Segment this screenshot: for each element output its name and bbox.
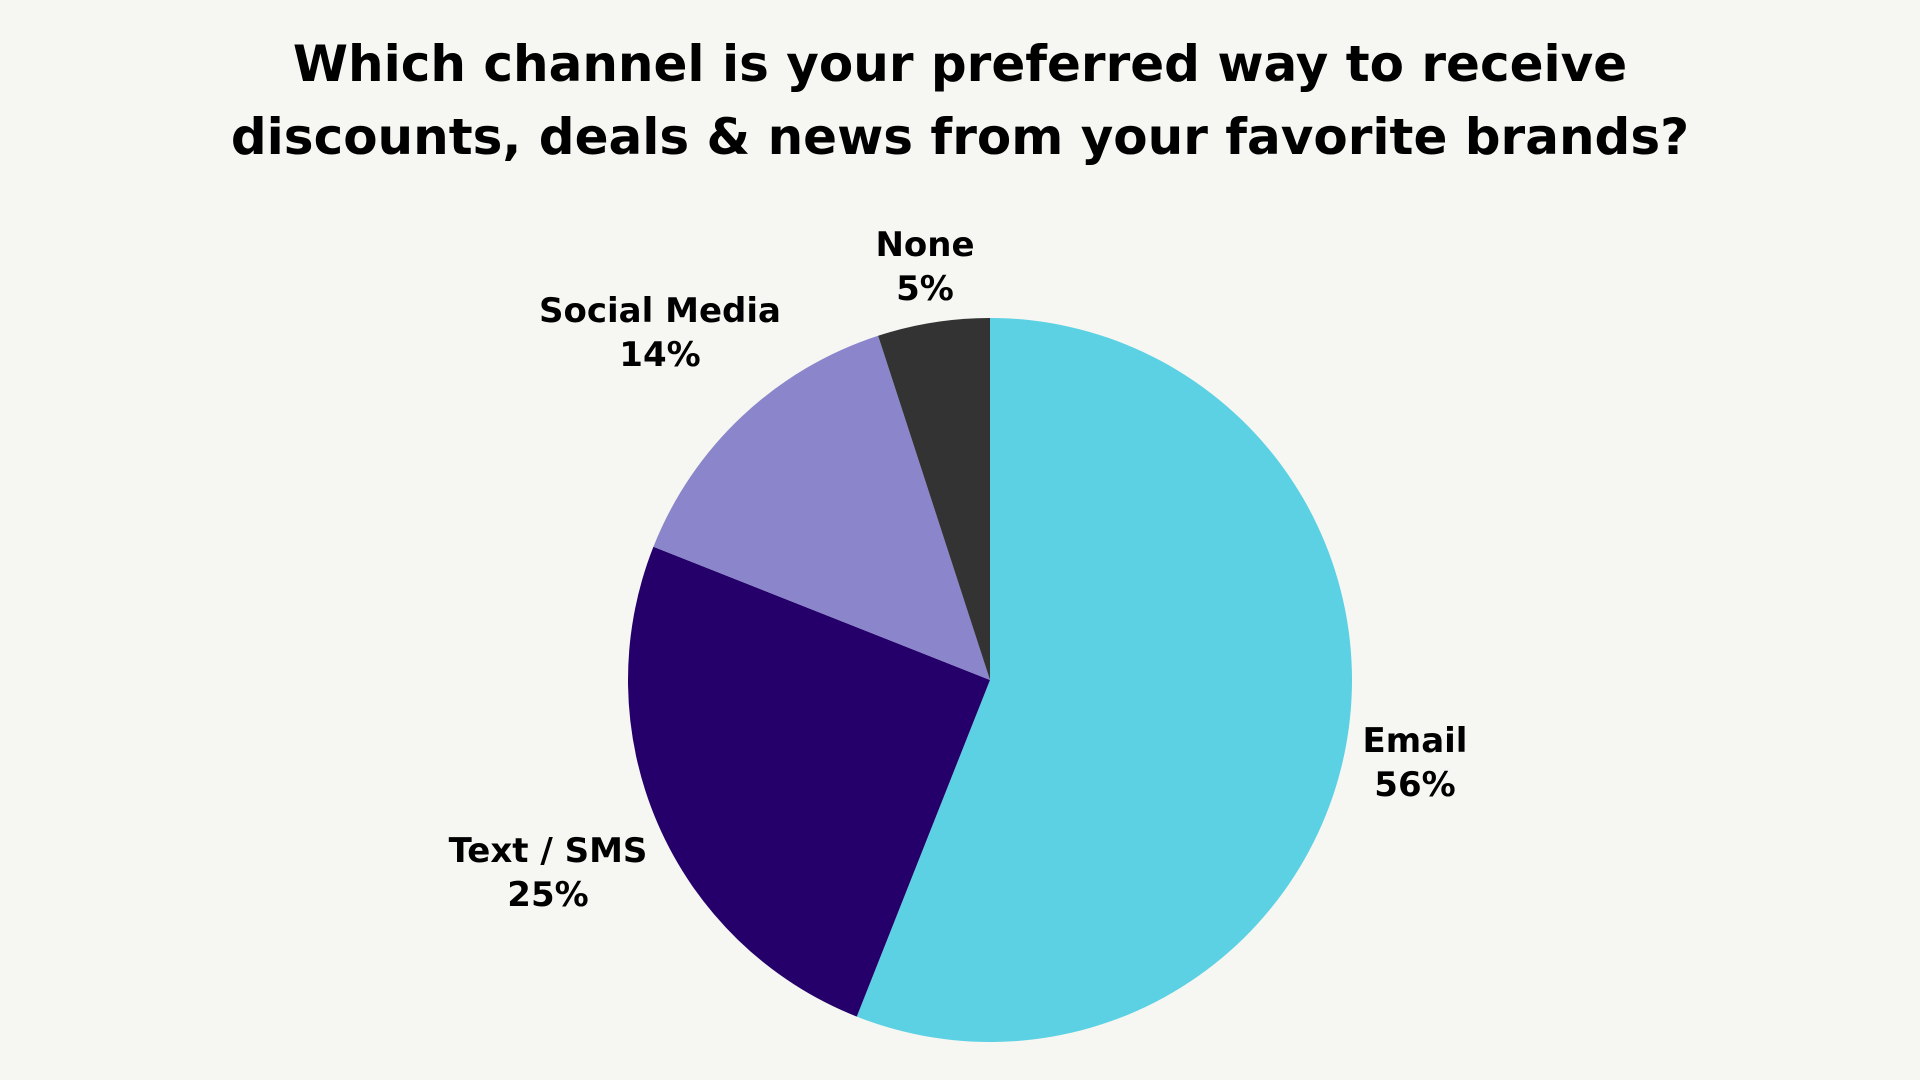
chart-title-line-1: Which channel is your preferred way to r…: [292, 35, 1628, 93]
slice-label-none: None: [875, 225, 974, 265]
pie-slice-social-media: [653, 335, 990, 680]
pie-slices: [627, 318, 1352, 1042]
pie-slice-text-sms: [627, 546, 990, 1017]
slice-value-label-email: 56%: [1374, 765, 1455, 805]
slice-value-label-text-sms: 25%: [507, 875, 588, 915]
pie-slice-email: [856, 318, 1352, 1042]
slice-value-label-social-media: 14%: [619, 335, 700, 375]
chart-title-line-2: discounts, deals & news from your favori…: [230, 108, 1690, 166]
chart-title: Which channel is your preferred way to r…: [0, 28, 1920, 174]
slice-label-social-media: Social Media: [539, 291, 781, 331]
slice-value-label-none: 5%: [896, 269, 954, 309]
pie-slice-none: [878, 318, 990, 680]
slice-label-text-sms: Text / SMS: [449, 831, 648, 871]
slice-label-email: Email: [1363, 721, 1468, 761]
